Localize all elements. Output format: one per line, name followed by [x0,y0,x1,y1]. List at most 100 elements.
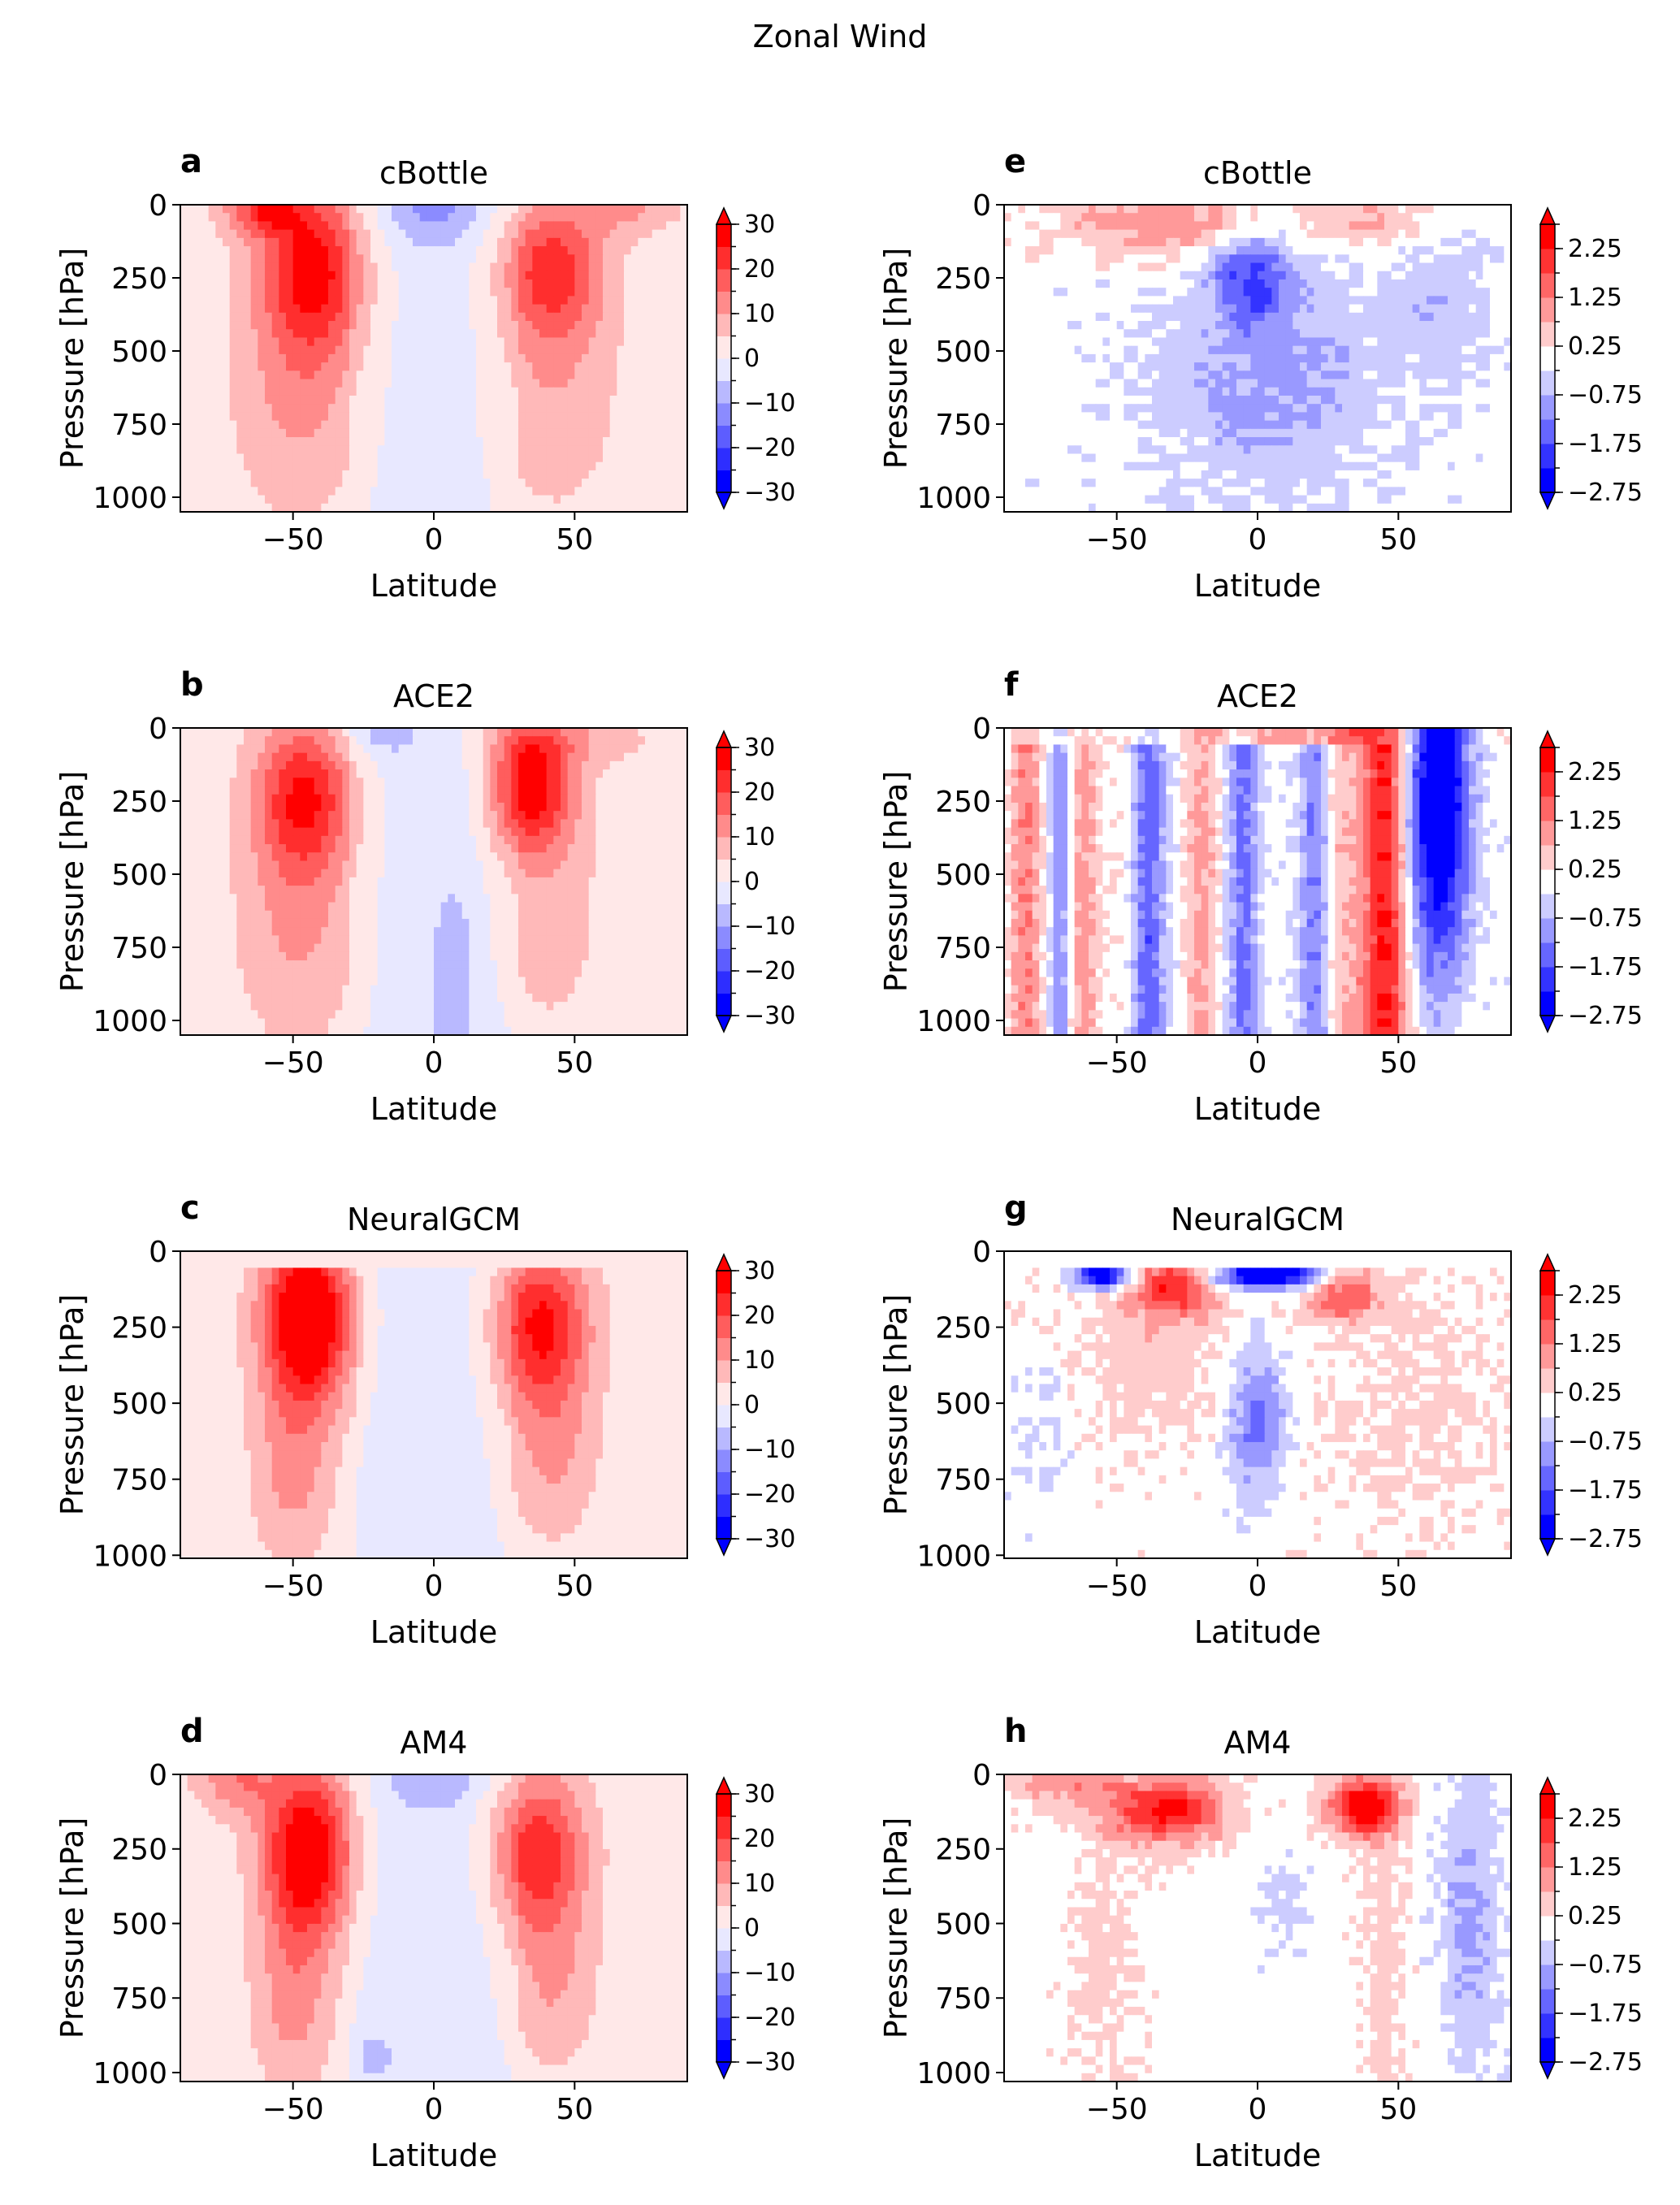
heatmap-cell [652,279,660,288]
heatmap-cell [314,396,322,405]
heatmap-cell [582,305,589,314]
heatmap-cell [490,362,497,371]
heatmap-cell [209,379,216,388]
heatmap-cell [265,329,272,338]
heatmap-cell [236,346,244,355]
heatmap-cell [532,437,539,446]
heatmap-cell [610,271,617,280]
heatmap-cell [378,396,385,405]
heatmap-cell [384,246,392,255]
heatmap-cell [378,437,385,446]
heatmap-cell [293,221,301,230]
heatmap-cell [251,305,258,314]
heatmap-cell [589,412,596,421]
heatmap-cell [652,354,660,363]
heatmap-cell [574,404,582,413]
heatmap-cell [490,288,497,297]
heatmap-cell [434,205,441,214]
heatmap-cell [363,305,370,314]
heatmap-cell [561,346,568,355]
heatmap-cell [286,305,293,314]
heatmap-cell [462,437,470,446]
heatmap-cell [349,305,357,314]
heatmap-cell [314,313,322,322]
heatmap-cell [645,305,652,314]
heatmap-cell [272,238,279,247]
heatmap-cell [230,437,237,446]
heatmap-cell [321,362,328,371]
heatmap-cell [236,221,244,230]
heatmap-cell [328,263,336,272]
heatmap-cell [631,379,639,388]
heatmap-cell [553,321,561,330]
heatmap-cell [441,313,448,322]
heatmap-cell [574,305,582,314]
heatmap-cell [201,230,209,239]
heatmap-cell [201,346,209,355]
heatmap-cell [413,205,420,214]
heatmap-cell [286,337,293,346]
heatmap-cell [363,271,370,280]
heatmap-cell [321,263,328,272]
heatmap-cell [201,246,209,255]
heatmap-cell [553,279,561,288]
heatmap-cell [272,404,279,413]
heatmap-cell [413,230,420,239]
heatmap-cell [595,238,603,247]
heatmap-cell [582,370,589,379]
heatmap-cell [526,404,533,413]
heatmap-cell [223,288,230,297]
heatmap-cell [518,404,526,413]
heatmap-cell [434,329,441,338]
heatmap-a [180,205,688,513]
heatmap-cell [631,254,639,263]
heatmap-cell [420,329,427,338]
heatmap-cell [518,329,526,338]
heatmap-cell [357,213,364,222]
heatmap-cell [441,412,448,421]
heatmap-cell [286,205,293,214]
heatmap-cell [497,412,504,421]
heatmap-cell [314,329,322,338]
heatmap-cell [568,437,575,446]
heatmap-cell [342,205,349,214]
heatmap-cell [201,271,209,280]
heatmap-cell [673,404,681,413]
heatmap-cell [223,404,230,413]
heatmap-cell [624,230,631,239]
heatmap-cell [293,421,301,430]
heatmap-cell [547,437,554,446]
heatmap-cell [511,321,518,330]
heatmap-cell [617,288,624,297]
heatmap-cell [230,370,237,379]
heatmap-cell [251,354,258,363]
heatmap-cell [511,213,518,222]
heatmap-cell [574,429,582,438]
heatmap-cell [666,296,673,305]
heatmap-cell [532,379,539,388]
heatmap-cell [553,221,561,230]
heatmap-cell [595,279,603,288]
heatmap-cell [384,254,392,263]
heatmap-cell [553,346,561,355]
heatmap-cell [539,437,547,446]
heatmap-cell [370,321,378,330]
heatmap-cell [413,313,420,322]
heatmap-cell [434,337,441,346]
heatmap-cell [370,362,378,371]
heatmap-cell [188,213,195,222]
heatmap-cell [511,370,518,379]
heatmap-cell [547,396,554,405]
heatmap-cell [673,246,681,255]
heatmap-cell [363,254,370,263]
heatmap-cell [539,321,547,330]
heatmap-cell [610,337,617,346]
heatmap-cell [251,254,258,263]
heatmap-cell [215,329,223,338]
heatmap-cell [392,205,399,214]
heatmap-cell [426,305,434,314]
heatmap-cell [194,379,201,388]
heatmap-cell [363,296,370,305]
heatmap-cell [448,230,455,239]
heatmap-cell [251,337,258,346]
